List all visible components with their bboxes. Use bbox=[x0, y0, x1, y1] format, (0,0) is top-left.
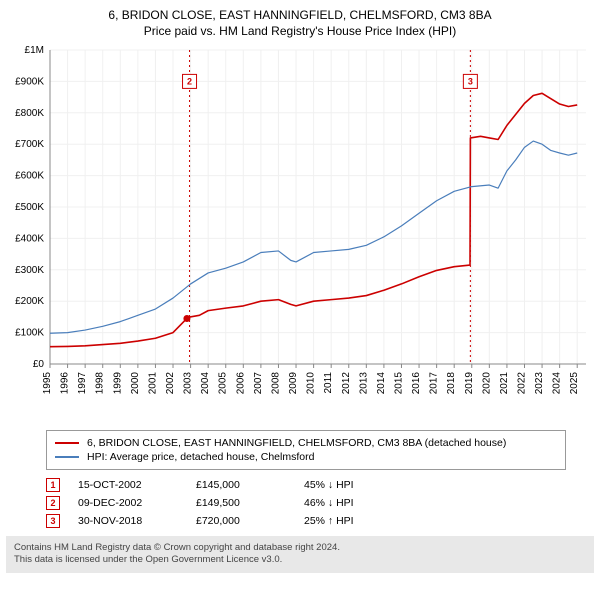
svg-text:2007: 2007 bbox=[253, 372, 264, 395]
svg-text:£900K: £900K bbox=[15, 76, 44, 87]
svg-text:2011: 2011 bbox=[323, 372, 334, 394]
sale-pct: 46% ↓ HPI bbox=[304, 497, 394, 509]
chart-subtitle: Price paid vs. HM Land Registry's House … bbox=[6, 24, 594, 38]
legend-label: 6, BRIDON CLOSE, EAST HANNINGFIELD, CHEL… bbox=[87, 437, 506, 449]
svg-text:£500K: £500K bbox=[15, 202, 44, 213]
legend-item: 6, BRIDON CLOSE, EAST HANNINGFIELD, CHEL… bbox=[55, 437, 557, 449]
svg-text:2008: 2008 bbox=[270, 372, 281, 395]
sale-row: 2 09-DEC-2002 £149,500 46% ↓ HPI bbox=[46, 496, 594, 510]
footer-line1: Contains HM Land Registry data © Crown c… bbox=[14, 542, 586, 554]
svg-text:2001: 2001 bbox=[147, 372, 158, 395]
svg-text:2023: 2023 bbox=[534, 372, 545, 395]
svg-text:2022: 2022 bbox=[516, 372, 527, 395]
svg-text:£300K: £300K bbox=[15, 265, 44, 276]
chart-title: 6, BRIDON CLOSE, EAST HANNINGFIELD, CHEL… bbox=[6, 8, 594, 22]
svg-text:2016: 2016 bbox=[411, 372, 422, 395]
svg-text:£600K: £600K bbox=[15, 171, 44, 182]
sale-date: 15-OCT-2002 bbox=[78, 479, 178, 491]
svg-text:2018: 2018 bbox=[446, 372, 457, 395]
sale-marker: 3 bbox=[46, 514, 60, 528]
legend-swatch bbox=[55, 456, 79, 458]
svg-text:2024: 2024 bbox=[552, 372, 563, 395]
sale-price: £720,000 bbox=[196, 515, 286, 527]
legend-swatch bbox=[55, 442, 79, 444]
sale-price: £145,000 bbox=[196, 479, 286, 491]
svg-text:2015: 2015 bbox=[393, 372, 404, 395]
svg-text:2005: 2005 bbox=[218, 372, 229, 395]
svg-text:£100K: £100K bbox=[15, 328, 44, 339]
svg-text:2000: 2000 bbox=[130, 372, 141, 395]
legend-label: HPI: Average price, detached house, Chel… bbox=[87, 451, 314, 463]
svg-text:2: 2 bbox=[187, 76, 192, 86]
svg-text:1999: 1999 bbox=[112, 372, 123, 395]
svg-text:2003: 2003 bbox=[183, 372, 194, 395]
svg-text:2002: 2002 bbox=[165, 372, 176, 395]
svg-text:2025: 2025 bbox=[569, 372, 580, 395]
svg-text:1996: 1996 bbox=[60, 372, 71, 395]
svg-text:2019: 2019 bbox=[464, 372, 475, 395]
svg-text:2014: 2014 bbox=[376, 372, 387, 395]
svg-text:2004: 2004 bbox=[200, 372, 211, 395]
sales-table: 1 15-OCT-2002 £145,000 45% ↓ HPI 2 09-DEC-200… bbox=[46, 478, 594, 528]
svg-text:1995: 1995 bbox=[42, 372, 53, 395]
svg-text:£700K: £700K bbox=[15, 139, 44, 150]
chart-area: £0 £100K £200K £300K £400K £500K £600K £700K £80… bbox=[6, 44, 594, 424]
svg-text:2012: 2012 bbox=[341, 372, 352, 395]
svg-text:1998: 1998 bbox=[95, 372, 106, 395]
sale-pct: 25% ↑ HPI bbox=[304, 515, 394, 527]
svg-text:2013: 2013 bbox=[358, 372, 369, 395]
footer-attribution: Contains HM Land Registry data © Crown c… bbox=[6, 536, 594, 573]
svg-text:1997: 1997 bbox=[77, 372, 88, 395]
svg-text:£800K: £800K bbox=[15, 108, 44, 119]
legend-item: HPI: Average price, detached house, Chel… bbox=[55, 451, 557, 463]
svg-text:2006: 2006 bbox=[235, 372, 246, 395]
sale-date: 30-NOV-2018 bbox=[78, 515, 178, 527]
sale-marker: 2 bbox=[46, 496, 60, 510]
svg-text:£400K: £400K bbox=[15, 233, 44, 244]
footer-line2: This data is licensed under the Open Gov… bbox=[14, 554, 586, 566]
svg-text:3: 3 bbox=[468, 76, 473, 86]
sale-marker: 1 bbox=[46, 478, 60, 492]
chart-svg: £0 £100K £200K £300K £400K £500K £600K £700K £80… bbox=[6, 44, 594, 424]
svg-text:2017: 2017 bbox=[429, 372, 440, 395]
svg-text:2020: 2020 bbox=[481, 372, 492, 395]
legend: 6, BRIDON CLOSE, EAST HANNINGFIELD, CHEL… bbox=[46, 430, 566, 470]
svg-text:2009: 2009 bbox=[288, 372, 299, 395]
sale-date: 09-DEC-2002 bbox=[78, 497, 178, 509]
sale-price: £149,500 bbox=[196, 497, 286, 509]
svg-text:£200K: £200K bbox=[15, 296, 44, 307]
svg-text:£1M: £1M bbox=[25, 45, 44, 56]
sale-row: 3 30-NOV-2018 £720,000 25% ↑ HPI bbox=[46, 514, 594, 528]
svg-text:2010: 2010 bbox=[306, 372, 317, 395]
svg-text:2021: 2021 bbox=[499, 372, 510, 395]
sale-pct: 45% ↓ HPI bbox=[304, 479, 394, 491]
svg-text:£0: £0 bbox=[33, 359, 45, 370]
sale-row: 1 15-OCT-2002 £145,000 45% ↓ HPI bbox=[46, 478, 594, 492]
